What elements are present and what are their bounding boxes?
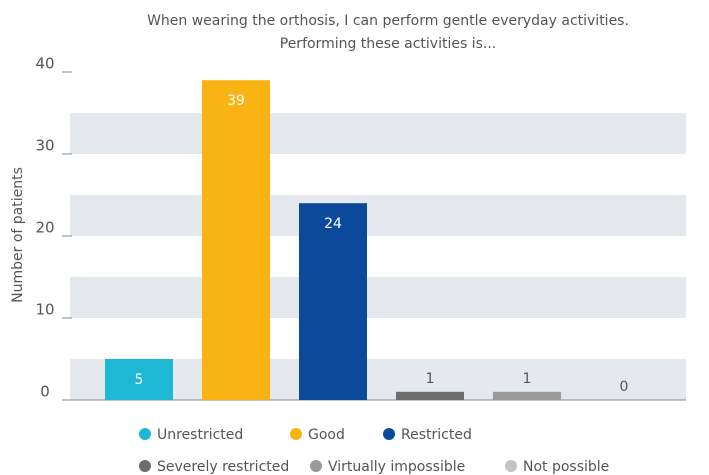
legend-label: Not possible [523,459,609,475]
legend-swatch [139,460,151,472]
legend-label: Restricted [401,427,472,443]
bar [396,391,464,400]
y-tick-label: 0 [40,383,50,401]
legend-swatch [505,460,517,472]
legend-label: Virtually impossible [328,459,465,475]
bar [299,203,367,400]
bar [590,400,658,401]
value-label: 39 [227,93,245,109]
y-tick-label: 40 [35,55,54,73]
chart-title: Performing these activities is... [280,36,497,52]
y-tick-label: 30 [35,137,54,155]
bar [105,359,173,400]
legend-swatch [310,460,322,472]
chart-title: When wearing the orthosis, I can perform… [147,13,629,29]
y-axis-label: Number of patients [10,167,26,303]
legend-swatch [383,428,395,440]
legend-label: Good [308,427,345,443]
value-label: 1 [426,371,435,387]
value-label: 24 [324,216,342,232]
bar [493,391,561,400]
legend-swatch [290,428,302,440]
legend-label: Severely restricted [157,459,289,475]
legend-label: Unrestricted [157,427,243,443]
y-tick-label: 10 [35,301,54,319]
bar [202,80,270,400]
grid-band [70,195,686,236]
y-tick-label: 20 [35,219,54,237]
legend-swatch [139,428,151,440]
value-label: 5 [135,372,144,388]
grid-band [70,277,686,318]
value-label: 1 [523,371,532,387]
grid-band [70,113,686,154]
value-label: 0 [620,379,629,395]
